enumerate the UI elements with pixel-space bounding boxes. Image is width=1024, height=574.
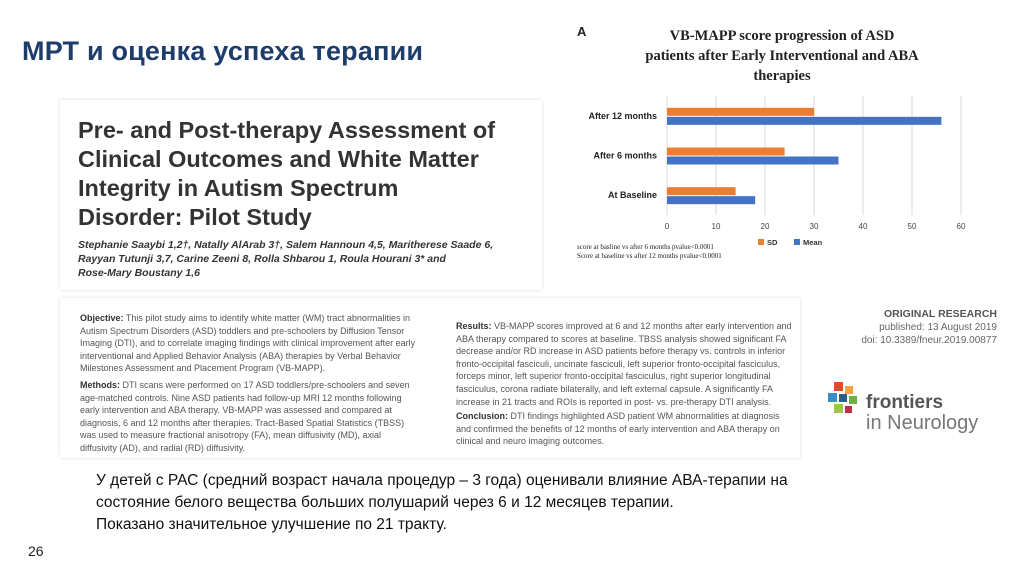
category-label: After 6 months — [593, 151, 657, 161]
bar-sd — [667, 107, 814, 116]
article-type: ORIGINAL RESEARCH — [884, 308, 997, 320]
abstract-card — [60, 298, 800, 458]
slide-summary: У детей с РАС (средний возраст начала пр… — [96, 470, 976, 536]
category-label: At Baseline — [608, 190, 657, 200]
chart-title: VB-MAPP score progression of ASD patient… — [602, 26, 962, 86]
page-number: 26 — [28, 543, 44, 559]
bar-sd — [667, 187, 736, 196]
chart-title-line: patients after Early Interventional and … — [645, 48, 919, 64]
chart-note: Score at baseline vs after 12 months pva… — [577, 252, 722, 260]
authors-line: Rose-Mary Boustany 1,6 — [78, 267, 200, 279]
article-meta: ORIGINAL RESEARCH published: 13 August 2… — [822, 308, 997, 347]
legend-label: Mean — [803, 238, 823, 247]
results-label: Results: — [456, 321, 492, 331]
legend-label: SD — [767, 238, 778, 247]
paper-title-line: Integrity in Autism Spectrum — [78, 175, 399, 201]
legend-swatch — [758, 239, 764, 245]
x-tick-label: 20 — [761, 222, 770, 231]
paper-title-line: Disorder: Pilot Study — [78, 204, 312, 230]
paper-title-line: Pre- and Post-therapy Assessment of — [78, 117, 496, 143]
x-tick-label: 50 — [908, 222, 917, 231]
bar-chart: 0 10 20 30 40 50 60 After 12 months After 6 mont… — [588, 96, 966, 247]
bar-mean — [667, 156, 839, 165]
legend-swatch — [794, 239, 800, 245]
methods-label: Methods: — [80, 379, 120, 390]
authors-line: Stephanie Saaybi 1,2†, Natally AlArab 3†… — [78, 239, 494, 251]
doi-link[interactable]: doi: 10.3389/fneur.2019.00877 — [861, 335, 997, 346]
summary-line: У детей с РАС (средний возраст начала пр… — [96, 472, 788, 489]
objective-text: This pilot study aims to identify white … — [80, 313, 416, 374]
summary-line: состояние белого вещества больших полуша… — [96, 494, 674, 511]
authors-line: Rayyan Tutunji 3,7, Carine Zeeni 8, Roll… — [78, 253, 446, 265]
chart-notes: score at basline vs after 6 months pvalu… — [577, 243, 722, 261]
results-text: VB-MAPP scores improved at 6 and 12 mont… — [456, 321, 792, 407]
x-tick-label: 10 — [712, 222, 721, 231]
conclusion-label: Conclusion: — [456, 411, 508, 422]
chart-title-line: VB-MAPP score progression of ASD — [669, 28, 895, 44]
objective-paragraph: Objective: This pilot study aims to iden… — [80, 312, 420, 375]
conclusion-text: DTI findings highlighted ASD patient WM … — [456, 411, 780, 447]
abstract-left-column: Objective: This pilot study aims to iden… — [80, 312, 420, 455]
x-tick-label: 0 — [665, 222, 670, 231]
paper-title: Pre- and Post-therapy Assessment of Clin… — [78, 116, 548, 232]
abstract-right-column: Results: VB-MAPP scores improved at 6 an… — [456, 320, 796, 448]
category-label: After 12 months — [588, 111, 657, 121]
methods-text: DTI scans were performed on 17 ASD toddl… — [80, 379, 410, 453]
paper-authors: Stephanie Saaybi 1,2†, Natally AlArab 3†… — [78, 238, 498, 280]
chart-title-line: therapies — [753, 68, 811, 84]
x-tick-label: 40 — [859, 222, 868, 231]
paper-title-card — [60, 100, 542, 290]
summary-line: Показано значительное улучшение по 21 тр… — [96, 516, 447, 533]
frontiers-logo-icon — [828, 382, 857, 413]
journal-subtitle: in Neurology — [866, 412, 979, 434]
x-tick-label: 60 — [957, 222, 966, 231]
objective-label: Objective: — [80, 313, 124, 323]
x-tick-label: 30 — [810, 222, 819, 231]
slide-title: МРТ и оценка успеха терапии — [22, 36, 424, 66]
paper-title-line: Clinical Outcomes and White Matter — [78, 146, 479, 172]
bar-mean — [667, 116, 942, 125]
chart-note: score at basline vs after 6 months pvalu… — [577, 243, 714, 251]
results-paragraph: Results: VB-MAPP scores improved at 6 an… — [456, 320, 796, 408]
methods-paragraph: Methods: DTI scans were performed on 17 … — [80, 379, 420, 455]
conclusion-paragraph: Conclusion: DTI findings highlighted ASD… — [456, 410, 796, 448]
chart-panel-letter: A — [577, 24, 587, 39]
published-date: published: 13 August 2019 — [879, 322, 997, 333]
journal-name: frontiers — [866, 392, 944, 413]
bar-sd — [667, 147, 785, 156]
bar-mean — [667, 196, 756, 205]
